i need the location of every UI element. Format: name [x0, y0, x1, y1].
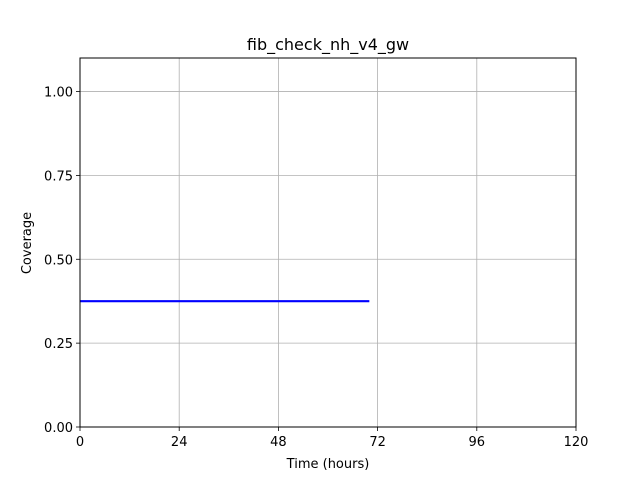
ticks: 0 24 48 72 96 120 0.00 0.25 0.50 0.75 1.00 [44, 86, 588, 450]
y-tick-label: 0.75 [44, 169, 73, 184]
y-tick-label: 0.25 [44, 337, 73, 352]
x-axis-label: Time (hours) [286, 457, 370, 472]
x-tick-label: 120 [564, 435, 589, 450]
y-tick-label: 1.00 [44, 86, 73, 101]
y-tick-label: 0.50 [44, 253, 73, 268]
x-tick-label: 48 [270, 435, 287, 450]
plot-frame [79, 57, 577, 428]
x-tick-label: 0 [76, 435, 84, 450]
grid [79, 58, 577, 428]
y-tick-label: 0.00 [44, 421, 73, 436]
x-tick-label: 72 [369, 435, 386, 450]
x-tick-label: 24 [171, 435, 188, 450]
y-axis-label: Coverage [20, 212, 35, 274]
plot-area [80, 58, 576, 427]
x-tick-label: 96 [469, 435, 486, 450]
chart-title: fib_check_nh_v4_gw [247, 35, 409, 55]
